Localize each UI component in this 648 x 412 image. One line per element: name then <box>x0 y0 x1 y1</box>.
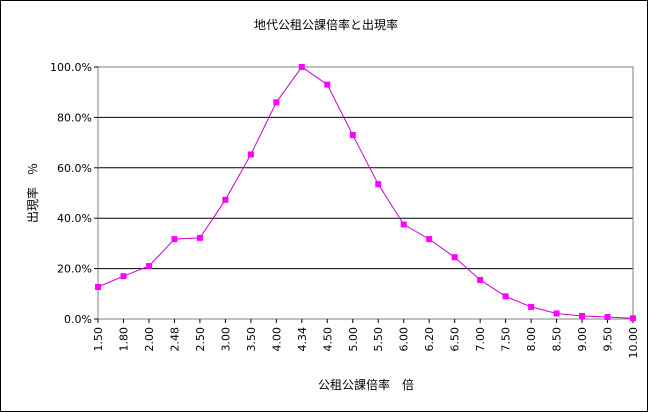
data-point <box>579 312 586 319</box>
data-point <box>171 236 178 243</box>
y-axis-label: 出現率 ％ <box>25 163 40 223</box>
x-tick-label: 2.00 <box>143 327 156 352</box>
x-tick-label: 5.50 <box>372 327 385 352</box>
x-tick-label: 6.50 <box>449 327 462 352</box>
data-point <box>120 273 127 280</box>
x-tick-label: 6.20 <box>423 327 436 352</box>
x-tick-label: 5.00 <box>347 327 360 352</box>
x-tick-label: 8.50 <box>551 327 564 352</box>
data-point <box>324 81 331 88</box>
x-tick-label: 8.00 <box>525 327 538 352</box>
x-tick-label: 4.50 <box>321 327 334 352</box>
data-point <box>400 221 407 228</box>
x-tick-label: 3.50 <box>245 327 258 352</box>
x-tick-label: 9.50 <box>602 327 615 352</box>
x-tick-label: 1.80 <box>117 327 130 352</box>
y-tick-label: 0.0% <box>64 313 92 326</box>
x-tick-label: 9.00 <box>576 327 589 352</box>
y-tick-label: 80.0% <box>57 111 92 124</box>
plot-area <box>97 66 634 320</box>
data-point <box>604 313 611 320</box>
x-tick-label: 2.50 <box>194 327 207 352</box>
x-tick-label: 7.50 <box>500 327 513 352</box>
series-line <box>97 66 634 319</box>
data-point <box>502 293 509 300</box>
data-point <box>553 310 560 317</box>
data-point <box>349 132 356 139</box>
x-tick-label: 10.00 <box>627 327 640 359</box>
data-point <box>630 315 636 322</box>
y-tick-label: 40.0% <box>57 212 92 225</box>
data-point <box>222 196 229 203</box>
x-tick-label: 1.50 <box>92 327 105 352</box>
data-point <box>451 254 458 261</box>
x-tick-label: 7.00 <box>474 327 487 352</box>
x-tick-label: 4.34 <box>296 327 309 352</box>
chart-title: 地代公租公課倍率と出現率 <box>254 17 398 32</box>
y-tick-label: 100.0% <box>50 61 92 74</box>
data-point <box>426 236 433 243</box>
data-point <box>273 99 280 106</box>
x-tick-label: 3.00 <box>219 327 232 352</box>
data-point <box>528 303 535 310</box>
x-axis-label: 公租公課倍率 倍 <box>318 377 414 392</box>
data-point <box>477 276 484 283</box>
data-point <box>375 181 382 188</box>
y-tick-label: 20.0% <box>57 263 92 276</box>
data-point <box>95 283 101 290</box>
data-point <box>145 263 152 270</box>
data-point <box>196 234 203 241</box>
y-tick-label: 60.0% <box>57 162 92 175</box>
data-point <box>298 64 305 70</box>
x-tick-label: 4.00 <box>270 327 283 352</box>
x-tick-label: 6.00 <box>398 327 411 352</box>
data-point <box>247 151 254 158</box>
x-tick-label: 2.48 <box>168 327 181 352</box>
